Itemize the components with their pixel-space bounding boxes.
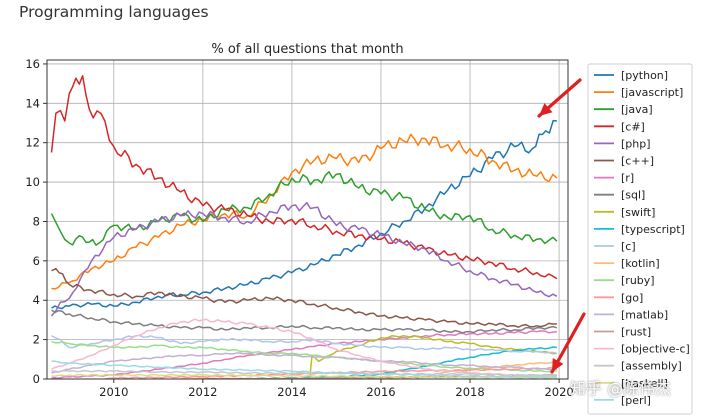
series-line-perl <box>51 360 557 379</box>
annotation-arrow-bottom <box>550 312 586 374</box>
series-line-ruby <box>51 340 557 373</box>
legend-label: [java] <box>621 103 653 116</box>
legend-label: [python] <box>621 69 668 82</box>
series-line-cpp <box>51 267 557 328</box>
legend-label: [perl] <box>621 394 651 407</box>
legend-label: [php] <box>621 137 651 150</box>
legend-label: [typescript] <box>621 223 685 236</box>
legend-label: [kotlin] <box>621 257 660 270</box>
page-heading: Programming languages <box>19 3 209 21</box>
y-tick-label: 2 <box>33 333 40 347</box>
legend-label: [go] <box>621 291 643 304</box>
legend-label: [sql] <box>621 189 645 202</box>
series-line-haskell <box>51 373 557 379</box>
legend-label: [haskell] <box>621 377 668 390</box>
x-tick-label: 2014 <box>277 385 306 399</box>
y-tick-label: 6 <box>33 254 40 268</box>
legend-label: [rust] <box>621 326 651 339</box>
legend-label: [r] <box>621 172 634 185</box>
x-tick-label: 2020 <box>544 385 573 399</box>
arrow-head <box>539 103 553 116</box>
legend-label: [assembly] <box>621 360 682 373</box>
arrow-head <box>552 358 564 372</box>
y-tick-label: 4 <box>33 293 40 307</box>
series-line-swift <box>308 334 557 379</box>
annotation-arrow-python <box>537 78 582 118</box>
y-tick-label: 8 <box>33 214 40 228</box>
series-line-php <box>50 201 558 317</box>
legend-label: [ruby] <box>621 274 655 287</box>
series-line-python <box>51 119 557 310</box>
y-tick-label: 12 <box>25 136 40 150</box>
x-tick-label: 2012 <box>188 385 217 399</box>
legend-label: [matlab] <box>621 308 668 321</box>
legend-label: [swift] <box>621 206 655 219</box>
y-tick-label: 14 <box>25 96 40 110</box>
plot-frame <box>46 59 569 380</box>
legend-label: [c#] <box>621 120 645 133</box>
x-tick-label: 2010 <box>99 385 128 399</box>
series-line-javascript <box>51 133 558 290</box>
series-line-sql <box>51 309 558 334</box>
chart-title: % of all questions that month <box>211 42 403 57</box>
legend-box <box>587 63 693 415</box>
legend-label: [c++] <box>621 155 654 168</box>
x-tick-label: 2016 <box>366 385 395 399</box>
series-line-matlab <box>51 352 557 374</box>
series-line-csharp <box>50 75 558 280</box>
y-tick-label: 10 <box>25 175 40 189</box>
y-tick-label: 0 <box>33 372 40 386</box>
series-line-objective-c <box>51 318 557 378</box>
series-group <box>50 75 558 379</box>
series-line-assembly <box>51 369 558 377</box>
legend-label: [c] <box>621 240 636 253</box>
legend-label: [javascript] <box>621 86 683 99</box>
x-tick-label: 2018 <box>455 385 484 399</box>
y-tick-label: 16 <box>25 57 40 71</box>
legend-label: [objective-c] <box>621 343 690 356</box>
watermark-text: 知乎 @陈伟杰 <box>570 379 672 398</box>
